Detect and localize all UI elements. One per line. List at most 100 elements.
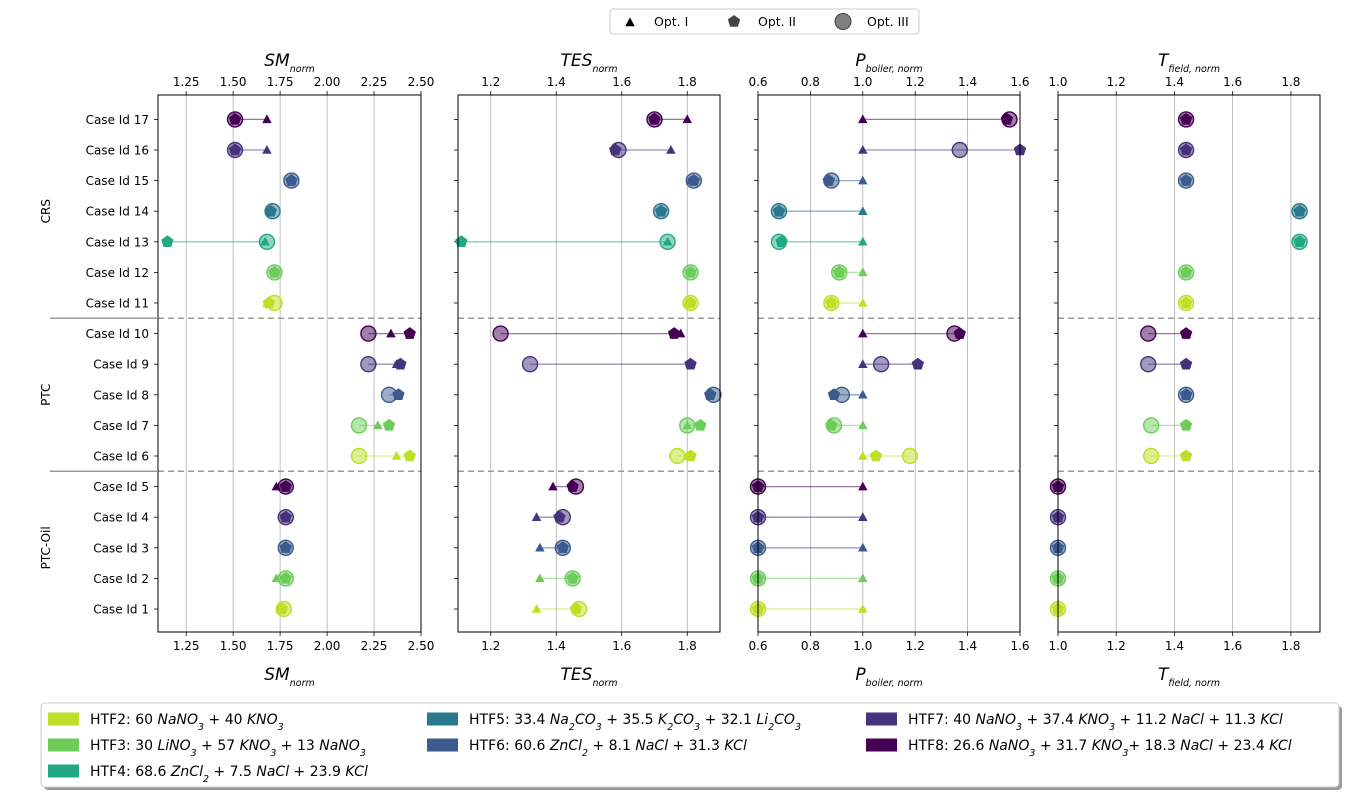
opt3-marker xyxy=(872,356,890,373)
y-tick-label: Case Id 3 xyxy=(93,541,149,555)
x-tick-label-top: 1.75 xyxy=(267,75,294,89)
x-tick-label-top: 1.2 xyxy=(481,75,500,89)
opt3-marker xyxy=(951,141,968,159)
x-tick-label: 1.75 xyxy=(267,639,294,653)
opt2-marker xyxy=(403,327,416,339)
opt1-marker xyxy=(391,451,402,460)
y-tick-label: Case Id 8 xyxy=(93,388,149,402)
opt3-marker xyxy=(521,356,539,373)
panel-frame xyxy=(1057,94,1321,633)
opt2-marker xyxy=(953,327,966,339)
x-tick-label: 1.8 xyxy=(1281,639,1300,653)
opt2-marker xyxy=(279,571,292,584)
opt1-marker xyxy=(1181,114,1191,124)
opt1-marker xyxy=(1294,236,1305,246)
opt2-marker xyxy=(911,357,924,370)
opt2-marker xyxy=(569,602,583,615)
opt2-marker xyxy=(556,541,569,554)
y-tick-label: Case Id 7 xyxy=(93,419,149,433)
opt2-marker xyxy=(822,174,835,186)
opt1-marker xyxy=(858,573,868,583)
opt1-marker xyxy=(286,175,297,185)
x-tick-label: 1.6 xyxy=(612,639,631,653)
opt3-marker xyxy=(360,325,377,342)
x-tick-label: 2.00 xyxy=(314,639,341,653)
x-tick-label-top: 1.8 xyxy=(678,75,697,89)
opt1-marker xyxy=(858,512,868,521)
opt1-marker xyxy=(858,451,868,460)
x-tick-label: 1.50 xyxy=(220,639,247,653)
opt3-marker xyxy=(669,447,686,465)
x-tick-label: 1.6 xyxy=(1223,639,1242,653)
opt1-marker xyxy=(682,114,692,124)
opt1-marker xyxy=(858,267,868,277)
x-tick-label: 0.6 xyxy=(748,639,767,653)
opt1-marker xyxy=(1181,298,1191,307)
x-tick-label-top: 1.2 xyxy=(906,75,925,89)
opt1-marker xyxy=(262,114,272,124)
x-tick-label-top: 2.25 xyxy=(361,75,388,89)
opt1-marker xyxy=(535,542,545,552)
opt2-marker xyxy=(775,235,788,248)
opt1-marker xyxy=(548,481,558,491)
x-tick-label: 0.8 xyxy=(801,639,820,653)
panel-title-top: SMnorm xyxy=(264,51,314,75)
y-tick-label: Case Id 6 xyxy=(93,450,149,464)
opt1-marker xyxy=(265,206,276,215)
legend-label: HTF3: 30 LiNO3 + 57 KNO3 + 13 NaNO3 xyxy=(90,738,366,759)
x-tick-label: 1.0 xyxy=(1048,639,1067,653)
legend-label: Opt. III xyxy=(867,14,909,29)
opt1-marker xyxy=(1181,175,1191,185)
legend-label: HTF8: 26.6 NaNO3 + 31.7 KNO3+ 18.3 NaCl … xyxy=(908,738,1292,759)
opt2-marker xyxy=(648,112,661,125)
legend-swatch xyxy=(866,712,897,726)
opt1-marker xyxy=(1181,328,1191,338)
opt3-marker xyxy=(360,356,377,373)
panel-title-top: TESnorm xyxy=(561,51,618,75)
x-tick-label-top: 1.50 xyxy=(220,75,247,89)
legend-label: Opt. II xyxy=(758,14,796,29)
x-tick-label-top: 2.00 xyxy=(314,75,341,89)
opt1-marker xyxy=(262,298,272,307)
x-tick-label: 2.25 xyxy=(361,639,388,653)
y-tick-label: Case Id 2 xyxy=(93,572,149,586)
y-tick-label: Case Id 9 xyxy=(93,358,149,372)
legend-circle-icon xyxy=(834,13,852,30)
marker-legend: Opt. I Opt. II Opt. III xyxy=(609,8,920,35)
x-tick-label-top: 1.0 xyxy=(1048,75,1067,89)
opt2-marker xyxy=(869,449,883,462)
y-tick-label: Case Id 4 xyxy=(93,511,149,525)
opt1-marker xyxy=(280,542,291,552)
y-tick-label: Case Id 12 xyxy=(86,266,149,280)
opt1-marker xyxy=(858,604,868,613)
htf-legend: HTF2: 60 NaNO3 + 40 KNO3 HTF3: 30 LiNO3 +… xyxy=(40,702,1342,790)
x-tick-label-top: 0.8 xyxy=(801,75,820,89)
panel-title-bottom: TESnorm xyxy=(561,665,618,689)
opt3-marker xyxy=(350,447,368,465)
x-tick-label: 1.4 xyxy=(958,639,977,653)
opt1-marker xyxy=(858,542,868,552)
x-tick-label-top: 1.2 xyxy=(1107,75,1126,89)
panel-title-bottom: Tfield, norm xyxy=(1158,665,1220,689)
opt2-marker xyxy=(825,296,838,309)
legend-triangle-icon xyxy=(625,17,635,27)
opt1-marker xyxy=(1181,389,1191,399)
opt3-marker xyxy=(1142,447,1160,465)
opt2-marker xyxy=(566,480,579,492)
opt1-marker xyxy=(858,236,868,246)
legend-swatch xyxy=(48,738,79,752)
y-tick-label: Case Id 5 xyxy=(93,480,149,494)
x-tick-label-top: 1.4 xyxy=(1165,75,1184,89)
opt2-marker xyxy=(566,571,579,584)
opt2-marker xyxy=(772,204,786,217)
opt2-marker xyxy=(228,112,242,125)
opt1-marker xyxy=(393,389,404,399)
panel-SM: 1.25 1.25 1.50 1.50 1.75 1.75 2.00 2.00 2.25 2.25… xyxy=(154,51,434,689)
opt1-marker xyxy=(269,267,280,277)
x-tick-label: 1.25 xyxy=(173,639,200,653)
panel-title-top: Pboiler, norm xyxy=(855,51,922,75)
opt1-marker xyxy=(685,175,696,185)
group-label: CRS xyxy=(39,199,53,223)
panel-T: 1.0 1.0 1.2 1.2 1.4 1.4 1.6 1.6 1.8 1.8 Tfield, no… xyxy=(1048,51,1321,689)
